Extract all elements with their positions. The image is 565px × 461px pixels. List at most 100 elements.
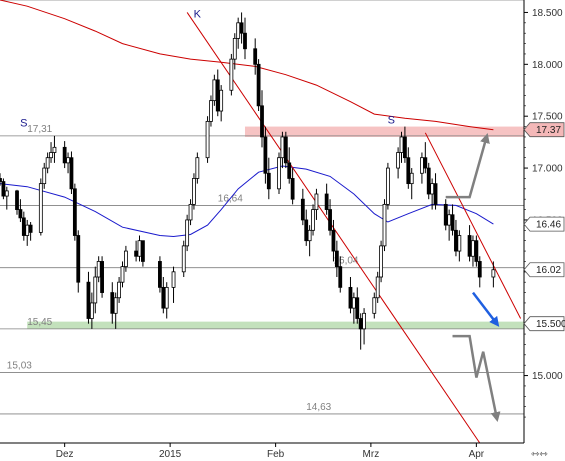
price-tag-label: 15.500 xyxy=(536,319,565,330)
scroll-arrows-icon[interactable]: ⇿⇿ xyxy=(531,449,548,460)
ma_long-line xyxy=(0,0,494,131)
candle xyxy=(15,189,19,215)
candle xyxy=(311,204,315,236)
candle-body xyxy=(300,198,305,221)
candle xyxy=(205,116,210,163)
candle-body xyxy=(277,157,281,190)
y-tick-label: 18.000 xyxy=(532,60,563,71)
candle xyxy=(72,183,77,241)
candle xyxy=(277,152,281,195)
candle-body xyxy=(334,250,339,268)
candle xyxy=(338,256,343,293)
candle xyxy=(93,266,98,314)
candle xyxy=(471,235,475,267)
candle-body xyxy=(243,32,247,50)
candle-body xyxy=(283,136,288,164)
candle-body xyxy=(256,63,261,107)
candle-body xyxy=(430,183,435,195)
candle xyxy=(396,147,401,179)
candle-body xyxy=(45,157,50,169)
candle-body xyxy=(263,136,268,174)
candle xyxy=(375,271,380,303)
y-tick-label: 15.000 xyxy=(532,371,563,382)
candle-body xyxy=(100,261,104,293)
price-tag-box xyxy=(523,262,565,278)
candle xyxy=(491,261,496,288)
candle-body xyxy=(307,229,312,242)
candle xyxy=(137,235,142,262)
candle xyxy=(324,183,329,215)
candle xyxy=(62,141,67,169)
candle-body xyxy=(69,157,74,190)
price-tag-box xyxy=(523,122,565,138)
candle-body xyxy=(236,22,241,39)
candle xyxy=(467,225,472,262)
price-tag-box xyxy=(523,216,565,232)
candle-body xyxy=(287,162,292,179)
candle-body xyxy=(96,261,101,278)
candle xyxy=(403,126,407,163)
candle-body xyxy=(141,240,145,262)
level-label: 14,63 xyxy=(306,402,331,413)
candle xyxy=(300,188,305,226)
price-tag-label: 16.46 xyxy=(536,220,561,231)
candle-body xyxy=(447,214,452,226)
candle-body xyxy=(164,286,169,309)
candle-body xyxy=(351,297,356,309)
candle xyxy=(430,178,435,210)
price-tag-label: 17.37 xyxy=(536,125,561,136)
candle xyxy=(420,152,424,184)
candle xyxy=(181,240,186,278)
candle xyxy=(280,131,285,169)
candle-body xyxy=(120,266,125,283)
candle-body xyxy=(450,214,455,231)
candle xyxy=(450,204,455,236)
candle xyxy=(351,292,356,324)
candle xyxy=(379,240,383,283)
candle-body xyxy=(86,281,91,319)
candle-body xyxy=(474,240,479,262)
candle xyxy=(1,178,6,200)
price-tag-label: 16.02 xyxy=(536,265,561,276)
candle xyxy=(290,168,295,205)
candle xyxy=(185,214,190,252)
candle xyxy=(161,277,166,314)
forecast-arrow-down-blue xyxy=(472,291,500,327)
candle xyxy=(423,142,428,174)
candle xyxy=(42,162,47,189)
candle-body xyxy=(290,178,295,200)
candles-layer xyxy=(0,12,496,350)
candle xyxy=(171,266,176,303)
candle-body xyxy=(38,183,43,233)
candle-body xyxy=(72,188,77,236)
candle-body xyxy=(382,203,387,247)
candle xyxy=(358,313,363,350)
candle xyxy=(263,126,268,184)
level-label: 16,04 xyxy=(333,256,358,267)
candle xyxy=(256,59,261,112)
candle xyxy=(21,211,26,241)
support-zone xyxy=(27,321,525,329)
candle xyxy=(28,222,33,241)
candle-body xyxy=(328,209,332,231)
candle xyxy=(192,173,196,210)
candle-body xyxy=(158,261,162,288)
candle-body xyxy=(304,219,309,242)
candle-body xyxy=(89,302,94,319)
resistance-zone xyxy=(244,126,525,137)
candle-body xyxy=(134,250,139,257)
candle-body xyxy=(123,250,128,268)
trendline xyxy=(424,132,522,319)
candle xyxy=(219,85,224,122)
y-tick-label: 18.500 xyxy=(532,8,563,19)
candle-body xyxy=(396,152,401,169)
candle xyxy=(49,142,53,163)
candle xyxy=(117,277,121,303)
y-tick-label: 17.500 xyxy=(532,112,563,123)
candle-body xyxy=(457,235,462,252)
candle-body xyxy=(331,229,336,252)
candle xyxy=(52,135,57,163)
candle-body xyxy=(76,235,81,283)
candle-body xyxy=(219,89,224,112)
